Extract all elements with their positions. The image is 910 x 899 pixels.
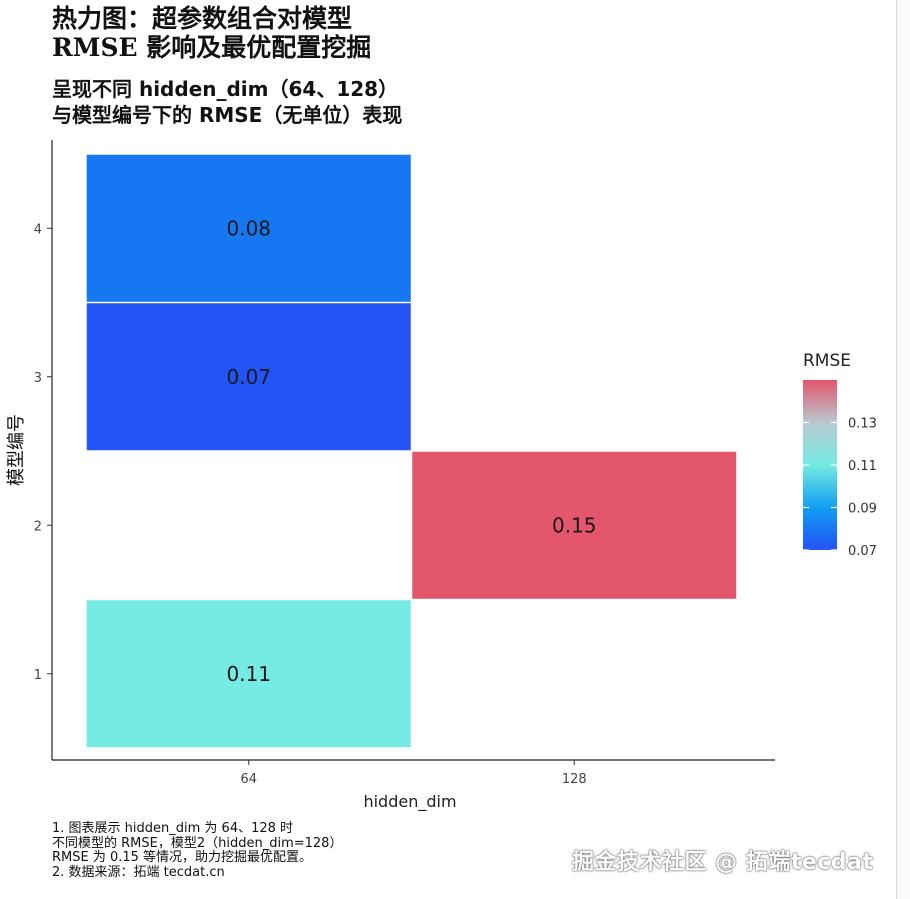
chart-subtitle-line-1: 呈现不同 hidden_dim（64、128）	[52, 77, 399, 101]
y-tick-label: 4	[34, 222, 42, 237]
x-axis-label: hidden_dim	[363, 792, 456, 812]
legend-tick-label: 0.09	[848, 502, 877, 517]
heatmap-cells: 0.08 0.07 0.15 0.11	[86, 154, 737, 748]
y-tick-label: 3	[34, 371, 42, 386]
y-axis-ticks: 1 2 3 4	[34, 222, 52, 683]
caption-line-4: 2. 数据来源：拓端 tecdat.cn	[52, 864, 225, 880]
caption-line-3: RMSE 为 0.15 等情况，助力挖掘最优配置。	[52, 850, 313, 865]
legend-tick-label: 0.11	[848, 459, 877, 474]
y-axis-label: 模型编号	[6, 414, 27, 486]
cell-value-label: 0.08	[226, 216, 271, 240]
chart-subtitle: 呈现不同 hidden_dim（64、128） 与模型编号下的 RMSE（无单位…	[52, 76, 852, 128]
cell-value-label: 0.07	[226, 365, 271, 389]
x-axis-ticks: 64 128	[240, 760, 587, 787]
cell-value-label: 0.11	[226, 662, 271, 686]
x-tick-label: 128	[562, 772, 587, 787]
chart-subtitle-line-2: 与模型编号下的 RMSE（无单位）表现	[52, 103, 403, 127]
heatmap-cell-128-2	[412, 451, 737, 599]
legend-title: RMSE	[803, 351, 851, 371]
chart-caption: 1. 图表展示 hidden_dim 为 64、128 时 不同模型的 RMSE…	[52, 821, 572, 880]
axes	[51, 140, 775, 761]
heatmap-cell-64-1	[86, 600, 411, 748]
adjacent-window-edge	[896, 0, 910, 899]
x-tick-label: 64	[240, 772, 257, 787]
heatmap-cell-64-3	[86, 303, 411, 451]
legend-tick-label: 0.13	[848, 417, 877, 432]
caption-line-2: 不同模型的 RMSE，模型2（hidden_dim=128）	[52, 835, 343, 851]
legend-tick-label: 0.07	[848, 544, 877, 559]
caption-line-1: 1. 图表展示 hidden_dim 为 64、128 时	[52, 821, 294, 836]
chart-title-line-1: 热力图：超参数组合对模型	[52, 4, 353, 33]
watermark: 掘金技术社区 @ 拓端tecdat	[572, 850, 874, 875]
chart-title: 热力图：超参数组合对模型 RMSE 影响及最优配置挖掘	[52, 4, 852, 62]
heatmap-cell-64-4	[86, 154, 411, 302]
cell-value-label: 0.15	[552, 513, 597, 537]
chart-title-line-2: RMSE 影响及最优配置挖掘	[52, 33, 372, 62]
color-legend: RMSE 0.07 0.09 0.11 0.13	[803, 351, 877, 559]
y-tick-label: 2	[34, 519, 42, 534]
y-tick-label: 1	[34, 668, 42, 683]
